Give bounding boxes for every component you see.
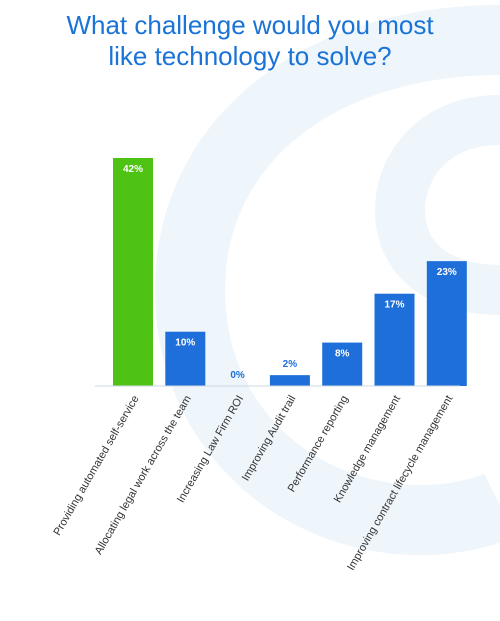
value-label-4: 8% bbox=[335, 349, 350, 360]
value-label-2: 0% bbox=[230, 370, 245, 381]
chart-title: What challenge would you most like techn… bbox=[0, 10, 500, 72]
category-label-6: Improving contract lifecycle management bbox=[345, 394, 455, 573]
value-label-5: 17% bbox=[384, 300, 404, 311]
bars-group bbox=[113, 158, 467, 386]
bar-1 bbox=[165, 331, 206, 386]
bar-4 bbox=[322, 342, 363, 386]
bar-0 bbox=[113, 158, 153, 386]
category-label-0: Providing automated self-service bbox=[51, 394, 141, 538]
value-label-3: 2% bbox=[283, 359, 298, 370]
value-label-1: 10% bbox=[175, 338, 195, 349]
category-label-3: Improving Audit trail bbox=[240, 394, 299, 484]
category-labels-group: Providing automated self-serviceAllocati… bbox=[51, 394, 455, 573]
bar-5 bbox=[374, 293, 415, 386]
category-label-4: Performance reporting bbox=[286, 394, 351, 495]
value-label-6: 23% bbox=[437, 267, 457, 278]
value-labels-group: 42% 10% 0% 2% 8% 17% 23% bbox=[123, 164, 457, 381]
category-label-1: Allocating legal work across the team bbox=[93, 394, 194, 557]
value-label-0: 42% bbox=[123, 164, 143, 175]
chart-title-line-2: like technology to solve? bbox=[108, 41, 392, 71]
bar-6 bbox=[426, 261, 467, 386]
chart-title-line-1: What challenge would you most bbox=[66, 10, 434, 40]
bar-3 bbox=[269, 375, 310, 386]
